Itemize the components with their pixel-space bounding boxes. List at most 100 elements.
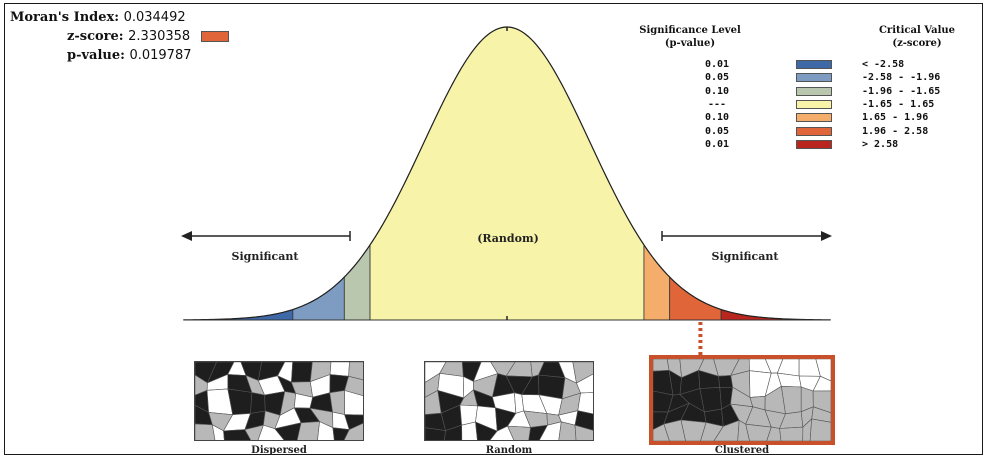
curve-band — [343, 243, 371, 321]
dispersed-pattern-map — [194, 361, 364, 441]
moran-index-row: Moran's Index: 0.034492 — [10, 10, 186, 28]
map-region — [574, 424, 593, 440]
significance-legend: Significance Level (p-value) Critical Va… — [590, 24, 982, 150]
map-region — [745, 423, 772, 441]
map-region — [489, 425, 515, 440]
legend-p-value: --- — [707, 98, 727, 110]
legend-crit-header-line1: Critical Value — [878, 25, 956, 36]
z-score-value: 2.330358 — [128, 29, 191, 44]
legend-swatch — [796, 126, 832, 136]
map-region — [195, 423, 216, 440]
map-region — [212, 424, 225, 440]
map-region — [344, 375, 363, 396]
legend-z-range: 1.65 - 1.96 — [862, 112, 929, 124]
map-region — [475, 421, 498, 440]
map-region — [250, 392, 266, 414]
random-label: (Random) — [477, 232, 539, 245]
legend-p-value: 0.05 — [704, 72, 730, 84]
legend-crit-header-line2: (z-score) — [892, 38, 942, 49]
random-pattern-map — [424, 361, 594, 441]
map-region — [663, 419, 686, 441]
map-region — [766, 426, 782, 441]
significant-left-label: Significant — [231, 250, 299, 263]
map-region — [572, 362, 593, 384]
legend-swatch — [796, 73, 832, 83]
figure-frame — [4, 3, 983, 455]
right-arrowhead-icon — [821, 231, 832, 241]
map-region — [344, 390, 363, 416]
clustered-pattern-map — [649, 355, 835, 445]
map-region — [296, 421, 320, 440]
map-region — [577, 392, 593, 415]
random-pattern-label: Random — [485, 445, 533, 456]
map-region — [444, 424, 463, 440]
curve-band — [643, 243, 671, 321]
legend-z-range: < -2.58 — [862, 59, 905, 70]
legend-p-value: 0.01 — [704, 59, 730, 70]
p-value-value: 0.019787 — [129, 48, 192, 63]
legend-z-range: -1.96 - -1.65 — [862, 85, 941, 97]
map-region — [700, 422, 724, 441]
z-score-marker — [200, 31, 229, 42]
curve-bands — [207, 26, 807, 321]
map-region — [317, 421, 335, 440]
map-region — [680, 419, 707, 441]
left-arrowhead-icon — [181, 231, 192, 241]
clustered-map-graphic — [653, 359, 831, 441]
dispersed-map-graphic — [195, 362, 363, 440]
map-region — [718, 375, 734, 388]
legend-swatch — [796, 86, 832, 96]
curve-band — [292, 276, 345, 321]
map-region — [343, 422, 363, 440]
map-region — [244, 424, 264, 440]
significant-right-label: Significant — [711, 250, 779, 263]
legend-p-value: 0.01 — [704, 138, 730, 150]
map-region — [291, 362, 313, 383]
legend-p-value: 0.10 — [704, 85, 730, 97]
map-region — [809, 418, 831, 441]
legend-z-range: -1.65 - 1.65 — [862, 98, 935, 110]
p-value-label: p-value: — [67, 48, 125, 63]
map-region — [507, 425, 531, 440]
map-region — [461, 421, 478, 440]
moran-index-value: 0.034492 — [123, 10, 186, 25]
legend-swatch — [796, 139, 832, 149]
legend-sig-header: Significance Level (p-value) — [590, 24, 790, 50]
dispersed-label: Dispersed — [251, 445, 307, 456]
legend-p-value: 0.10 — [704, 112, 730, 124]
map-region — [811, 406, 831, 423]
curve-band — [669, 276, 722, 321]
legend-p-value: 0.05 — [704, 125, 730, 137]
clustered-label: Clustered — [714, 445, 770, 456]
map-region — [576, 373, 593, 394]
p-value-row: p-value: 0.019787 — [67, 48, 192, 66]
random-map-graphic — [425, 362, 593, 440]
map-region — [425, 427, 446, 440]
map-region — [223, 429, 252, 440]
legend-z-range: 1.96 - 2.58 — [862, 125, 929, 137]
legend-z-range: > 2.58 — [862, 138, 899, 150]
map-region — [344, 414, 363, 431]
z-score-row: z-score: 2.330358 — [67, 29, 229, 47]
map-region — [653, 359, 670, 372]
legend-crit-header: Critical Value (z-score) — [852, 24, 982, 50]
map-region — [737, 419, 750, 441]
legend-sig-header-line2: (p-value) — [664, 38, 716, 49]
legend-swatch — [796, 99, 832, 109]
map-region — [812, 375, 831, 392]
map-region — [348, 362, 363, 381]
curve-band — [720, 308, 807, 321]
map-region — [528, 424, 549, 440]
legend-z-range: -2.58 - -1.96 — [862, 72, 941, 84]
moran-index-label: Moran's Index: — [10, 10, 120, 25]
map-region — [274, 422, 302, 440]
map-region — [653, 423, 670, 441]
curve-band — [207, 308, 294, 321]
legend-swatch — [796, 60, 832, 69]
map-region — [713, 419, 740, 441]
map-region — [329, 362, 350, 377]
legend-swatch — [796, 113, 832, 123]
map-region — [574, 410, 593, 431]
map-region — [802, 418, 813, 441]
